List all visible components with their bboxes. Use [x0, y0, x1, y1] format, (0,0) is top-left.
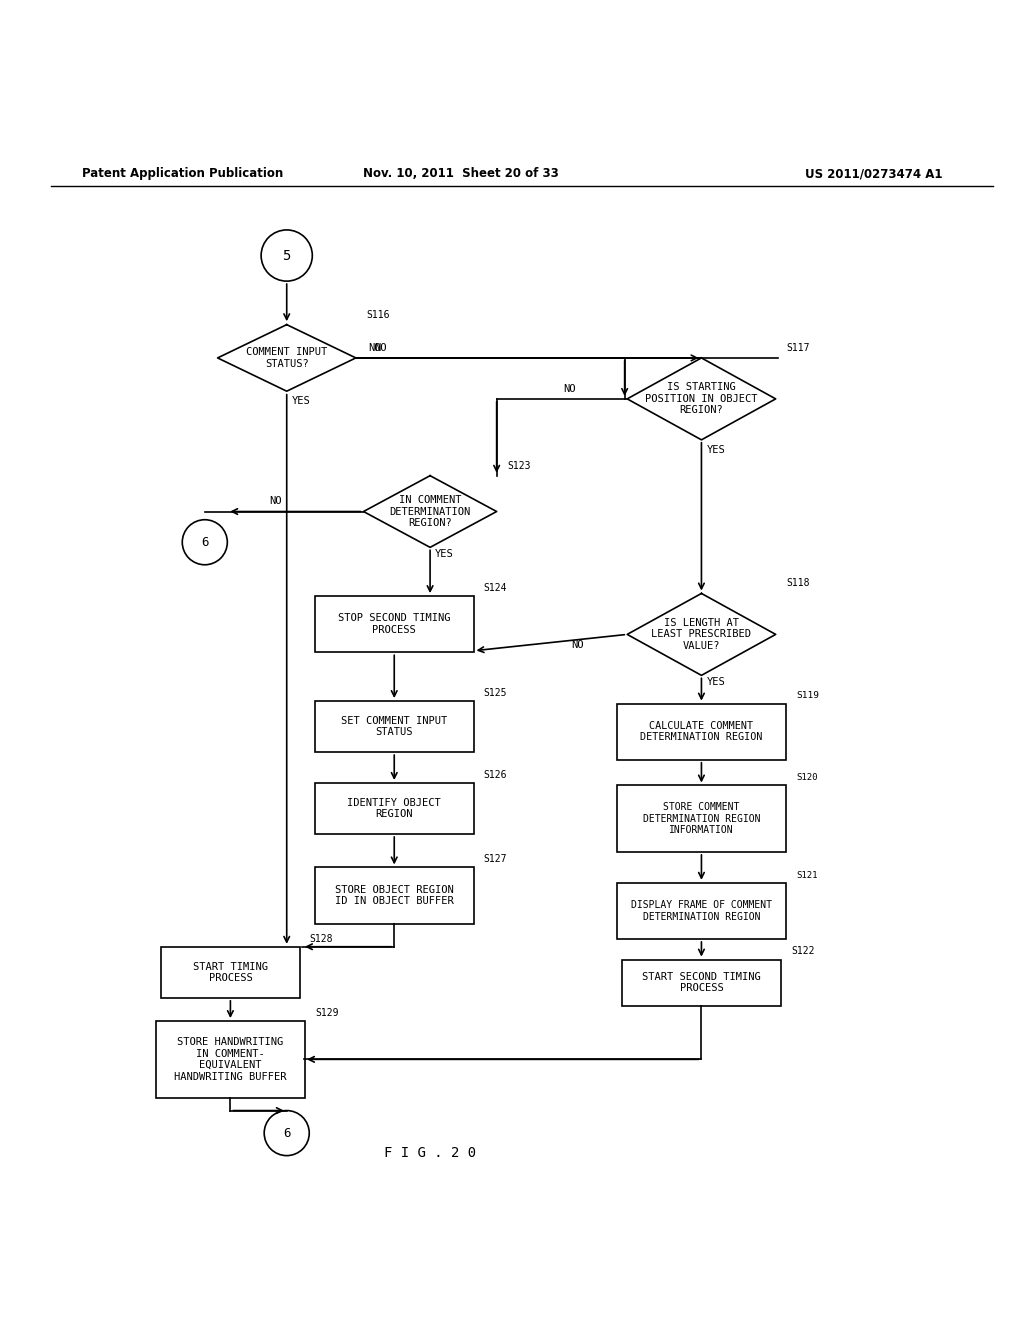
Text: 5: 5	[283, 248, 291, 263]
Text: S127: S127	[484, 854, 507, 865]
Text: F I G . 2 0: F I G . 2 0	[384, 1146, 476, 1160]
Text: STOP SECOND TIMING
PROCESS: STOP SECOND TIMING PROCESS	[338, 614, 451, 635]
Text: Patent Application Publication: Patent Application Publication	[82, 168, 284, 180]
Text: START SECOND TIMING
PROCESS: START SECOND TIMING PROCESS	[642, 972, 761, 994]
Text: S118: S118	[786, 578, 809, 589]
Text: CALCULATE COMMENT
DETERMINATION REGION: CALCULATE COMMENT DETERMINATION REGION	[640, 721, 763, 742]
Text: START TIMING
PROCESS: START TIMING PROCESS	[193, 961, 268, 983]
Text: IN COMMENT
DETERMINATION
REGION?: IN COMMENT DETERMINATION REGION?	[389, 495, 471, 528]
Bar	[315, 867, 473, 924]
Bar	[162, 946, 299, 998]
Bar	[315, 701, 473, 752]
Bar	[315, 597, 473, 652]
Text: S128: S128	[309, 933, 333, 944]
Text: STORE HANDWRITING
IN COMMENT-
EQUIVALENT
HANDWRITING BUFFER: STORE HANDWRITING IN COMMENT- EQUIVALENT…	[174, 1038, 287, 1082]
Text: S129: S129	[315, 1008, 338, 1018]
Bar	[616, 883, 786, 939]
Text: S121: S121	[797, 871, 817, 879]
Text: IS STARTING
POSITION IN OBJECT
REGION?: IS STARTING POSITION IN OBJECT REGION?	[645, 383, 758, 416]
Text: COMMENT INPUT
STATUS?: COMMENT INPUT STATUS?	[246, 347, 328, 368]
Text: US 2011/0273474 A1: US 2011/0273474 A1	[805, 168, 942, 180]
Text: S122: S122	[792, 946, 814, 957]
Text: S126: S126	[484, 770, 507, 780]
Text: NO: NO	[571, 639, 584, 649]
Text: S117: S117	[786, 343, 809, 352]
Text: NO: NO	[563, 384, 575, 393]
Text: STORE OBJECT REGION
ID IN OBJECT BUFFER: STORE OBJECT REGION ID IN OBJECT BUFFER	[335, 884, 454, 907]
Text: S120: S120	[797, 774, 817, 783]
Text: IDENTIFY OBJECT
REGION: IDENTIFY OBJECT REGION	[347, 797, 441, 820]
Text: S119: S119	[797, 692, 819, 701]
Text: 6: 6	[201, 536, 209, 549]
Text: Nov. 10, 2011  Sheet 20 of 33: Nov. 10, 2011 Sheet 20 of 33	[362, 168, 559, 180]
Text: S125: S125	[484, 688, 507, 698]
Text: SET COMMENT INPUT
STATUS: SET COMMENT INPUT STATUS	[341, 715, 447, 738]
Text: 6: 6	[283, 1126, 291, 1139]
Text: S124: S124	[484, 583, 507, 593]
Text: NO: NO	[269, 496, 282, 507]
Bar	[616, 704, 786, 760]
Text: S116: S116	[367, 309, 389, 319]
Bar	[315, 783, 473, 834]
Text: YES: YES	[292, 396, 310, 405]
Text: DISPLAY FRAME OF COMMENT
DETERMINATION REGION: DISPLAY FRAME OF COMMENT DETERMINATION R…	[631, 900, 772, 921]
Bar	[616, 785, 786, 851]
Text: YES: YES	[435, 549, 454, 560]
Text: IS LENGTH AT
LEAST PRESCRIBED
VALUE?: IS LENGTH AT LEAST PRESCRIBED VALUE?	[651, 618, 752, 651]
Text: NO: NO	[369, 343, 381, 352]
Bar	[623, 960, 781, 1006]
Text: S123: S123	[507, 461, 530, 470]
Text: STORE COMMENT
DETERMINATION REGION
INFORMATION: STORE COMMENT DETERMINATION REGION INFOR…	[643, 803, 760, 836]
Text: YES: YES	[707, 677, 725, 688]
Text: YES: YES	[707, 445, 725, 455]
Text: NO: NO	[374, 343, 386, 352]
Bar	[157, 1020, 305, 1098]
